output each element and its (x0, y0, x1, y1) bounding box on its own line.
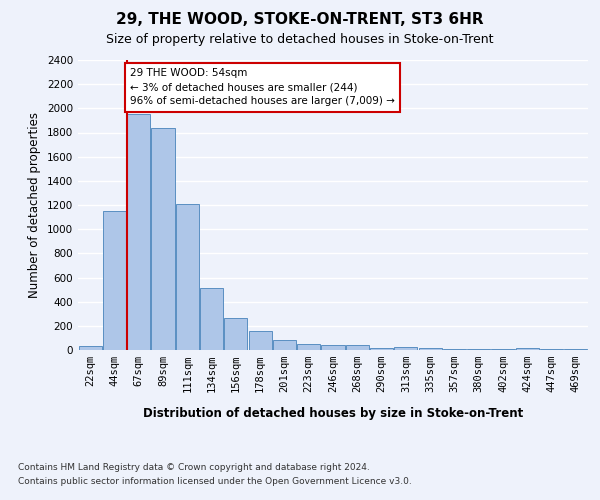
Bar (297, 344, 320, 350)
Y-axis label: Number of detached properties: Number of detached properties (28, 112, 41, 298)
Bar (176, 204, 199, 350)
Bar (516, 348, 539, 350)
Bar (273, 340, 296, 350)
Bar (151, 128, 175, 350)
Bar (200, 288, 223, 350)
Text: Size of property relative to detached houses in Stoke-on-Trent: Size of property relative to detached ho… (106, 32, 494, 46)
Bar (79, 346, 101, 350)
Bar (370, 348, 393, 350)
Bar (224, 318, 247, 350)
Text: Contains HM Land Registry data © Crown copyright and database right 2024.: Contains HM Land Registry data © Crown c… (18, 462, 370, 471)
Text: Contains public sector information licensed under the Open Government Licence v3: Contains public sector information licen… (18, 478, 412, 486)
Bar (443, 349, 466, 350)
Bar (127, 114, 150, 350)
Text: Distribution of detached houses by size in Stoke-on-Trent: Distribution of detached houses by size … (143, 408, 523, 420)
Bar (419, 348, 442, 350)
Text: 29 THE WOOD: 54sqm
← 3% of detached houses are smaller (244)
96% of semi-detache: 29 THE WOOD: 54sqm ← 3% of detached hous… (130, 68, 395, 106)
Bar (248, 332, 272, 350)
Text: 29, THE WOOD, STOKE-ON-TRENT, ST3 6HR: 29, THE WOOD, STOKE-ON-TRENT, ST3 6HR (116, 12, 484, 28)
Bar (346, 345, 369, 350)
Bar (394, 347, 418, 350)
Bar (103, 211, 126, 350)
Bar (322, 344, 344, 350)
